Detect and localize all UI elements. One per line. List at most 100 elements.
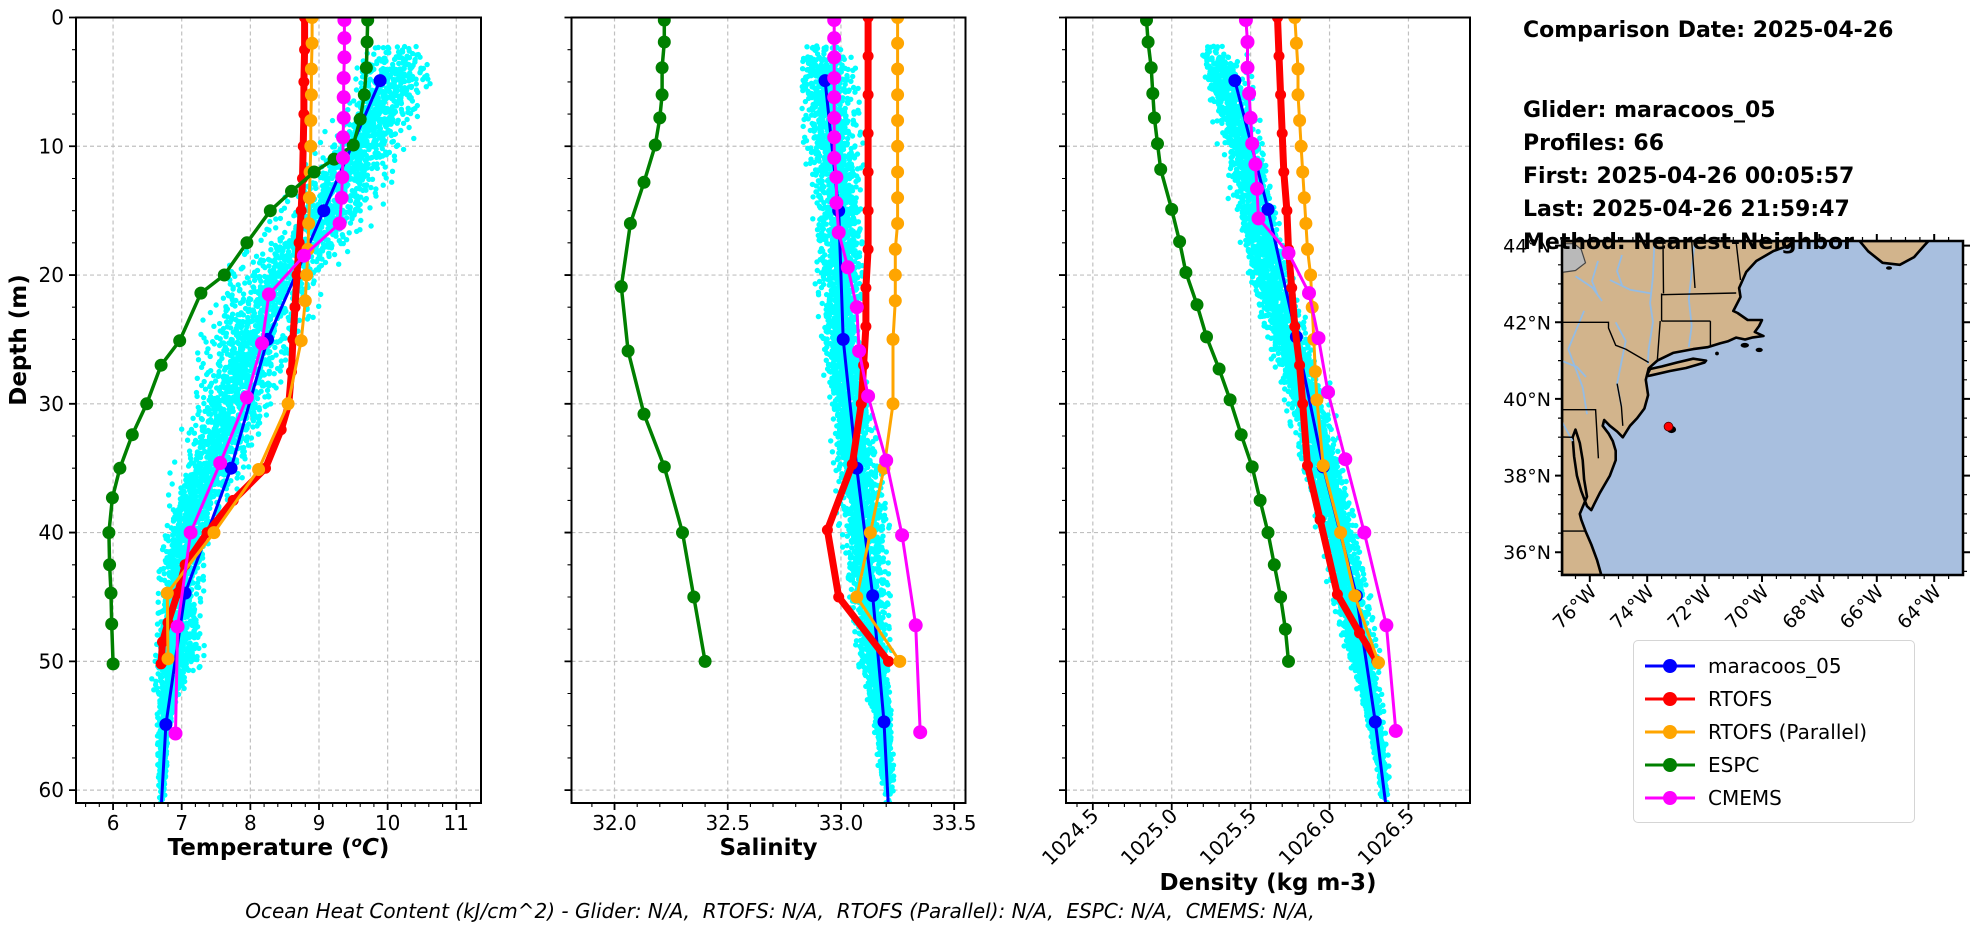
long-island — [1645, 357, 1708, 378]
legend-marker — [1645, 691, 1695, 706]
chart-temperature: 6 7 8 9 10 11 0 10 20 30 40 50 60 Temperature (oC) Dep… — [6, 6, 482, 861]
last-profile-time: Last: 2025-04-26 21:59:47 — [1523, 197, 1850, 222]
map-lat-label: 44°N — [1503, 236, 1551, 258]
legend-label: CMEMS — [1708, 785, 1782, 810]
scatter-profile — [800, 47, 887, 776]
map-lat-label: 40°N — [1503, 389, 1551, 411]
y-tick-label: 30 — [39, 392, 64, 416]
island-ns-south — [1886, 266, 1892, 270]
plot-area — [614, 17, 928, 803]
legend-item-espc: ESPC — [1642, 748, 1904, 781]
y-axis-label: Depth (m) — [6, 274, 32, 406]
state-borders — [1562, 241, 1742, 532]
legend-marker — [1645, 724, 1695, 739]
glider-location-marker — [1663, 421, 1677, 434]
scatter-profile — [173, 75, 404, 651]
legend-label: RTOFS (Parallel) — [1708, 719, 1868, 744]
scatter-profile — [841, 74, 888, 661]
island-marthas-vineyard — [1740, 342, 1749, 348]
series-markers-RTOFS (Parallel) — [850, 17, 907, 668]
x-tick-label: 1026.5 — [1353, 804, 1419, 870]
x-tick-label: 7 — [175, 811, 188, 835]
legend-label: maracoos_05 — [1708, 653, 1842, 678]
rivers — [1562, 241, 1696, 442]
legend-item-rtofs: RTOFS — [1642, 682, 1904, 715]
x-axis-label: Density (kg m-3) — [1160, 870, 1377, 896]
series-markers-ESPC — [1140, 17, 1295, 668]
island-nantucket — [1755, 347, 1763, 353]
scatter-profile — [1227, 78, 1382, 752]
x-tick-label: 9 — [313, 811, 326, 835]
minor-ticks — [72, 49, 471, 807]
x-tick-label: 1026.0 — [1274, 804, 1340, 870]
map-lat-label: 38°N — [1503, 466, 1551, 488]
y-tick-label: 10 — [39, 134, 64, 158]
series-line-RTOFS — [1274, 17, 1381, 665]
minor-ticks — [1062, 49, 1457, 807]
series-line-CMEMS — [1244, 18, 1398, 733]
scatter-profile — [160, 58, 386, 743]
series-markers-CMEMS — [1238, 17, 1403, 738]
info-panel: Comparison Date: 2025-04-26 Glider: mara… — [1523, 14, 1963, 259]
chart-salinity: 32.0 32.5 33.0 33.5 Salinity — [564, 16, 977, 861]
scatter-profile — [1236, 76, 1387, 750]
series-line-ESPC — [1144, 18, 1291, 664]
y-tick-label: 20 — [39, 263, 64, 287]
scatter-profile — [1211, 71, 1385, 800]
mainland — [1562, 241, 1795, 575]
glider-name: Glider: maracoos_05 — [1523, 98, 1776, 123]
x-tick-label: 33.5 — [932, 811, 977, 835]
comparison-date: Comparison Date: 2025-04-26 — [1523, 18, 1894, 43]
info-spacer — [1523, 47, 1963, 94]
profiles-count: Profiles: 66 — [1523, 131, 1665, 156]
legend-label: ESPC — [1708, 752, 1760, 777]
scatter-profile — [153, 50, 374, 801]
scatter-profile — [1208, 44, 1384, 762]
plot-area — [1140, 17, 1403, 803]
ohc-footer: Ocean Heat Content (kJ/cm^2) - Glider: N… — [245, 899, 1315, 923]
interpolation-method: Method: Nearest-Neighbor — [1523, 230, 1854, 255]
legend-item-cmems: CMEMS — [1642, 781, 1904, 814]
map-lon-label: 74°W — [1606, 581, 1659, 634]
scatter-profile — [159, 45, 399, 741]
scatter-profile — [834, 44, 886, 653]
gridlines — [76, 16, 481, 803]
map-lon-label: 72°W — [1664, 581, 1717, 634]
legend: maracoos_05 RTOFS RTOFS (Parallel) ESPC CMEM… — [1633, 640, 1915, 823]
x-tick-label: 10 — [375, 811, 400, 835]
scatter-profile — [1222, 62, 1379, 736]
x-tick-label: 32.5 — [705, 811, 750, 835]
glider-location-dot — [1663, 421, 1674, 432]
scatter-profile — [824, 66, 892, 773]
legend-item-rtofs-parallel-: RTOFS (Parallel) — [1642, 715, 1904, 748]
x-tick-label: 1024.5 — [1037, 804, 1103, 870]
scatter-profile — [804, 59, 882, 733]
y-tick-label: 50 — [39, 649, 64, 673]
location-map: 44°N 42°N 40°N 38°N 36°N 76°W 74°W 72°W 70°W 68°W… — [1503, 234, 1970, 634]
map-minor-ticks — [1558, 237, 1967, 579]
profile-charts: 6 7 8 9 10 11 0 10 20 30 40 50 60 Temperature (oC) Dep… — [6, 6, 1471, 896]
x-axis-label: Salinity — [719, 835, 817, 861]
gridlines — [1066, 16, 1470, 803]
map-lon-label: 66°W — [1836, 581, 1889, 634]
scatter-profile — [1201, 53, 1386, 793]
map-lon-label: 70°W — [1721, 581, 1774, 634]
glider-scatter-cloud — [149, 43, 433, 803]
gridlines — [571, 16, 966, 803]
y-tick-label: 40 — [39, 521, 64, 545]
series-markers-ESPC — [614, 17, 712, 668]
x-axis-label: Temperature (oC) — [168, 833, 390, 861]
glider-scatter-cloud — [1200, 43, 1392, 803]
map-body — [1562, 241, 1963, 575]
x-tick-label: 33.0 — [819, 811, 864, 835]
map-lat-label: 42°N — [1503, 312, 1551, 334]
scatter-profile — [159, 58, 395, 776]
y-tick-label: 60 — [39, 778, 64, 802]
map-lat-label: 36°N — [1503, 542, 1551, 564]
legend-item-maracoos-05: maracoos_05 — [1642, 649, 1904, 682]
axes-spines — [1065, 16, 1471, 804]
axes-spines — [570, 16, 967, 804]
